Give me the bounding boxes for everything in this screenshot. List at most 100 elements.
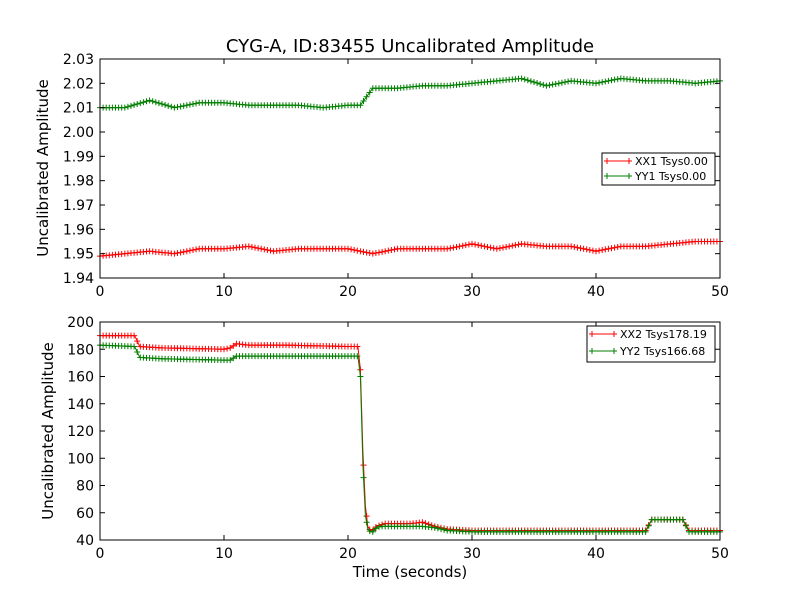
bottom-legend-box xyxy=(586,325,716,363)
top-series-1-marker-160 xyxy=(593,248,599,255)
top-legend-box xyxy=(601,152,716,186)
top-y-tick-label-5: 1.99 xyxy=(63,149,94,165)
top-series-1-marker-121 xyxy=(472,241,479,248)
top-series-2-marker-20 xyxy=(159,101,165,108)
bottom-y-tick-label-0: 40 xyxy=(76,533,94,549)
bottom-y-tick-label-7: 180 xyxy=(67,342,94,358)
top-series-2-marker-84 xyxy=(357,102,364,109)
top-series-1-marker-127 xyxy=(490,245,497,252)
top-series-1-marker-52 xyxy=(258,245,265,252)
top-series-2-marker-24 xyxy=(171,104,178,111)
top-series-1-marker-167 xyxy=(614,243,621,250)
top-legend-marker-1-1 xyxy=(626,158,632,164)
top-series-2-marker-161 xyxy=(596,79,603,86)
top-series-1-marker-156 xyxy=(580,245,587,252)
bottom-series-2-marker-188 xyxy=(679,516,686,523)
bottom-y-tick-label-6: 160 xyxy=(67,370,94,386)
top-series-2-marker-23 xyxy=(168,103,175,110)
top-series-1-marker-28 xyxy=(183,248,190,255)
top-series-1-marker-86 xyxy=(363,249,370,256)
top-series-2-marker-142 xyxy=(537,80,544,87)
top-series-2-marker-87 xyxy=(366,89,373,96)
top-y-tick-label-4: 1.98 xyxy=(63,174,94,190)
bottom-legend-marker-2-0 xyxy=(589,348,595,354)
top-series-1-marker-93 xyxy=(385,247,392,254)
chart-title: CYG-A, ID:83455 Uncalibrated Amplitude xyxy=(226,36,594,57)
bottom-series-2-marker-87 xyxy=(366,528,373,535)
bottom-y-axis-label: Uncalibrated Amplitude xyxy=(39,342,57,519)
top-x-tick-label-4: 40 xyxy=(587,284,605,300)
top-series-1-marker-26 xyxy=(177,249,184,256)
top-series-2-marker-28 xyxy=(183,102,190,109)
top-series-2-marker-8 xyxy=(121,104,128,111)
top-series-2-marker-16 xyxy=(146,97,153,104)
top-series-2-marker-25 xyxy=(174,104,181,111)
bottom-y-tick-label-2: 80 xyxy=(76,479,94,495)
top-x-tick-label-3: 30 xyxy=(463,284,481,300)
top-series-1-marker-130 xyxy=(500,244,506,251)
top-series-1-marker-114 xyxy=(450,244,457,251)
top-series-1-marker-95 xyxy=(391,246,398,253)
bottom-series-2-marker-84 xyxy=(357,373,364,380)
bottom-series-1-marker-40 xyxy=(221,346,227,353)
bottom-y-tick-label-5: 140 xyxy=(67,397,94,413)
bottom-series-2-marker-12 xyxy=(134,348,141,355)
bottom-y-tick-label-8: 200 xyxy=(67,315,94,331)
top-series-1-marker-164 xyxy=(605,245,612,252)
top-y-tick-label-2: 1.96 xyxy=(63,222,94,238)
top-ticks-layer: 0 10 20 30 40 50 1.94 1.95 1.96 1.97 1.98 1.99 2.00 2… xyxy=(63,52,729,300)
top-series-1-marker-31 xyxy=(193,246,200,253)
top-y-tick-label-9: 2.03 xyxy=(63,52,94,68)
bottom-x-tick-label-5: 50 xyxy=(711,546,729,562)
top-series-1-marker-81 xyxy=(348,246,355,253)
top-series-2-marker-146 xyxy=(549,81,556,88)
bottom-series-1-marker-42 xyxy=(227,344,234,351)
top-series-1-marker-119 xyxy=(465,241,472,248)
top-series-2-marker-136 xyxy=(518,75,525,82)
top-series-1-marker-90 xyxy=(376,249,382,256)
top-series-1-marker-128 xyxy=(493,245,500,252)
top-series-2-marker-19 xyxy=(155,100,162,107)
top-series-2-marker-163 xyxy=(602,78,609,85)
top-series-1-marker-92 xyxy=(382,248,389,255)
bottom-series-2-marker-11 xyxy=(131,343,138,350)
bottom-series-1-marker-83 xyxy=(354,343,361,350)
top-legend-marker-2-0 xyxy=(604,173,610,179)
top-series-1-marker-166 xyxy=(611,244,618,251)
top-series-1-marker-91 xyxy=(379,248,386,255)
top-series-1-marker-115 xyxy=(453,243,460,250)
top-series-1-marker-80 xyxy=(345,245,351,252)
bottom-series-1-marker-11 xyxy=(131,332,138,339)
top-plot-frame xyxy=(99,58,721,279)
top-series-1-marker-158 xyxy=(586,247,593,254)
top-series-1-marker-94 xyxy=(388,247,395,254)
top-x-tick-label-5: 50 xyxy=(711,284,729,300)
bottom-series-2-marker-189 xyxy=(682,522,689,529)
top-series-2-marker-30 xyxy=(190,101,196,108)
bottom-series-1-marker-12 xyxy=(134,338,141,345)
bottom-y-tick-label-4: 120 xyxy=(67,424,94,440)
top-series-1-marker-155 xyxy=(577,245,584,252)
top-series-2-marker-22 xyxy=(165,102,172,109)
top-series-1-marker-54 xyxy=(264,247,271,254)
bottom-legend-marker-1-0 xyxy=(589,331,595,337)
top-series-2-marker-31 xyxy=(193,100,200,107)
top-legend-label-2: YY1 Tsys0.00 xyxy=(634,170,706,183)
top-series-1-marker-159 xyxy=(589,247,596,254)
bottom-series-2-marker-85 xyxy=(360,474,367,481)
top-series-2-marker-27 xyxy=(180,102,187,109)
top-series-2-marker-13 xyxy=(137,100,144,107)
top-series-2-marker-11 xyxy=(131,101,138,108)
top-series-1-marker-118 xyxy=(462,242,469,249)
bottom-series-1-marker-86 xyxy=(363,513,370,520)
bottom-series-2-marker-109 xyxy=(434,525,441,532)
top-series-1-marker-129 xyxy=(496,245,503,252)
bottom-series-2-marker-89 xyxy=(372,525,379,532)
top-series-2-marker-141 xyxy=(534,80,541,87)
top-series-1-marker-122 xyxy=(475,242,482,249)
top-series-1-marker-85 xyxy=(360,248,367,255)
top-series-1-marker-153 xyxy=(571,243,578,250)
top-series-2-marker-10 xyxy=(128,102,134,109)
bottom-panel: Uncalibrated Amplitude Time (seconds) 0 1… xyxy=(39,315,729,581)
